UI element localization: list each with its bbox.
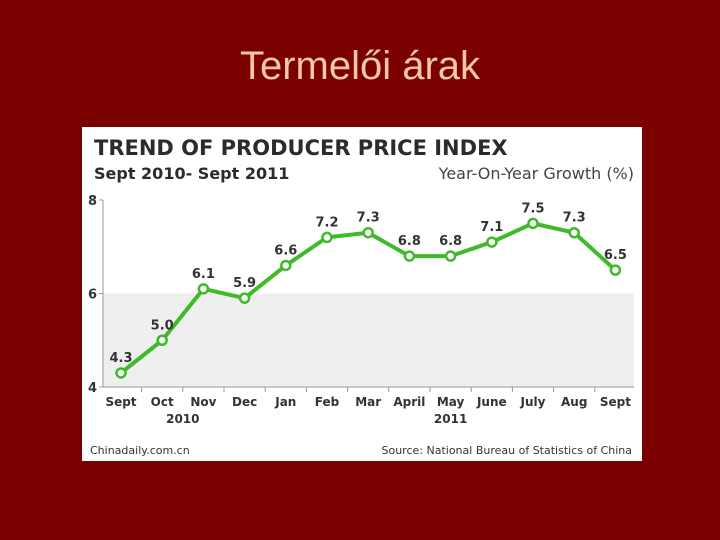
chart-card: TREND OF PRODUCER PRICE INDEX Sept 2010-… (82, 127, 642, 461)
data-label: 7.3 (357, 211, 380, 226)
x-tick-label: May (437, 395, 465, 409)
shaded-band (103, 293, 634, 387)
chart-title: TREND OF PRODUCER PRICE INDEX (94, 136, 508, 160)
data-label: 6.8 (439, 234, 462, 249)
data-point (280, 259, 292, 272)
data-point (527, 217, 539, 230)
data-label: 7.1 (480, 220, 503, 235)
data-point (197, 283, 210, 295)
x-tick-label: Sept (600, 395, 631, 409)
chart-unit-label: Year-On-Year Growth (%) (438, 164, 634, 183)
x-tick-label: Sept (105, 395, 136, 409)
data-label: 6.1 (192, 267, 215, 282)
x-tick-label: Aug (561, 395, 587, 409)
x-tick-label: April (393, 395, 425, 409)
x-tick-label: June (476, 395, 507, 409)
data-point (403, 250, 416, 262)
data-point (444, 250, 457, 262)
x-tick-label: Oct (151, 395, 174, 409)
x-tick-label: Nov (190, 395, 216, 409)
data-label: 6.6 (274, 243, 297, 258)
source-left: Chinadaily.com.cn (90, 444, 190, 457)
y-tick-label: 8 (88, 194, 97, 209)
data-label: 5.0 (151, 318, 174, 333)
y-tick-label: 4 (88, 381, 97, 396)
year-label: 2010 (166, 412, 199, 426)
data-point (609, 264, 622, 276)
slide-title: Termelői árak (239, 44, 481, 88)
data-point (568, 226, 580, 239)
data-point (156, 334, 168, 346)
data-label: 7.5 (521, 201, 544, 216)
data-point (486, 236, 498, 248)
data-label: 6.8 (398, 234, 421, 249)
x-tick-label: Mar (355, 395, 381, 409)
plot-area: 4 6 8 Sept Oct Nov Dec Jan Feb Mar April May June Jul… (88, 194, 634, 426)
data-point (362, 226, 374, 239)
x-tick-label: Feb (315, 395, 340, 409)
x-tick-label: Jan (274, 395, 296, 409)
data-point (115, 367, 127, 379)
x-tick-label: Dec (232, 395, 257, 409)
source-right: Source: National Bureau of Statistics of… (382, 444, 633, 457)
data-label: 7.2 (315, 215, 338, 230)
data-point (321, 231, 333, 244)
chart-subtitle: Sept 2010- Sept 2011 (94, 164, 289, 183)
data-label: 7.3 (563, 211, 586, 226)
data-label: 5.9 (233, 276, 256, 291)
data-label: 6.5 (604, 248, 627, 263)
ppi-line-chart: TREND OF PRODUCER PRICE INDEX Sept 2010-… (88, 136, 634, 457)
year-label: 2011 (434, 412, 467, 426)
x-tick-label: July (520, 395, 546, 409)
data-label: 4.3 (109, 351, 132, 366)
data-point (238, 292, 251, 304)
y-tick-label: 6 (88, 288, 97, 303)
